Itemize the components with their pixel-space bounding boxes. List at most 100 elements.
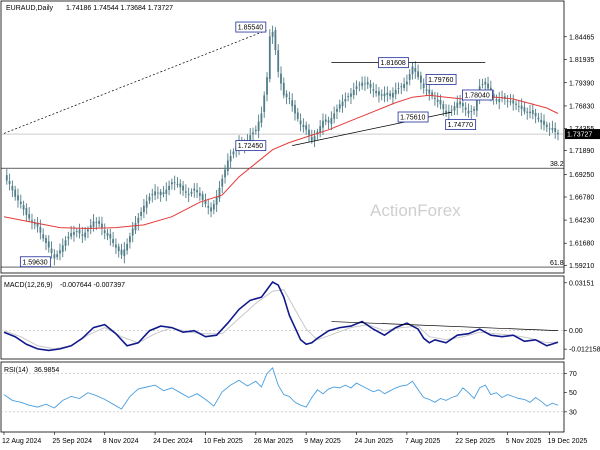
candle-body (78, 229, 81, 234)
annotation-box (425, 74, 457, 85)
candle-body (442, 104, 445, 109)
macd-signal-line (3, 289, 559, 350)
x-tick-label: 22 Sep 2025 (455, 438, 495, 445)
candle-body (406, 81, 408, 85)
macd-values: -0.007644 -0.007397 (60, 282, 125, 289)
candle-body (198, 192, 201, 196)
candle-body (389, 93, 392, 97)
candle-body (327, 120, 330, 123)
price-header: EURAUD,Daily 1.74186 1.74544 1.73684 1.7… (6, 5, 173, 12)
candle-body (45, 237, 47, 244)
candle-body (364, 83, 366, 85)
price-tick-label: 1.71890 (569, 148, 594, 155)
candle-body (419, 75, 422, 83)
candle-body (28, 214, 31, 219)
candle-body (517, 106, 520, 108)
candle-body (526, 111, 529, 113)
candle-body (126, 243, 129, 251)
annotation-label: 1.85540 (238, 25, 263, 32)
candle-body (226, 160, 229, 172)
candle-body (383, 93, 386, 97)
price-plot: 38.2 61.8 1.85540 1.59630 1.72450 1.81608 1.79… (1, 21, 564, 268)
candle-body (5, 175, 8, 181)
candle-body (515, 103, 517, 105)
candle-body (355, 86, 358, 89)
candle-body (151, 194, 154, 196)
x-tick-label: 7 Aug 2025 (405, 438, 441, 445)
candle-body (229, 156, 232, 162)
candle-body (534, 112, 537, 117)
candle-body (22, 205, 25, 210)
annotation-label: 1.72450 (238, 143, 263, 150)
candle-body (182, 185, 184, 191)
candle-body (112, 239, 115, 244)
candle-body (176, 184, 179, 186)
x-tick-label: 24 Jun 2025 (355, 438, 394, 445)
candle-body (115, 244, 117, 248)
candle-body (330, 117, 333, 125)
candle-body (545, 124, 548, 128)
candle-body (56, 254, 59, 258)
candle-body (263, 95, 266, 112)
macd-tick-label: 0.00 (569, 328, 583, 335)
candle-body (366, 81, 369, 85)
annotation-label: 1.74770 (448, 122, 473, 129)
candle-body (459, 101, 461, 105)
fib-label-1: 61.8 (550, 260, 564, 267)
candle-body (344, 98, 347, 102)
rsi-tick-label: 70 (569, 371, 577, 378)
candle-body (282, 82, 285, 96)
price-tick-label: 1.61680 (569, 241, 594, 248)
price-tick-label: 1.81935 (569, 57, 594, 64)
candle-body (336, 108, 338, 112)
candle-body (19, 201, 22, 205)
price-panel-frame (0, 0, 565, 274)
candle-body (475, 97, 478, 111)
candle-body (25, 207, 28, 215)
candle-body (129, 236, 131, 243)
candle-body (148, 196, 151, 201)
macd-plot (1, 280, 564, 352)
candle-body (422, 83, 425, 89)
macd-title: MACD(12,26,9) (4, 282, 53, 289)
candle-body (543, 120, 545, 125)
candle-body (540, 119, 543, 123)
candle-body (411, 66, 414, 75)
macd-trendline-0 (331, 321, 559, 332)
candle-body (87, 229, 89, 232)
rsi-header: RSI(14) 36.9854 (4, 367, 59, 374)
candle-body (61, 245, 64, 252)
candle-body (196, 190, 198, 193)
candle-body (95, 222, 98, 223)
candle-body (487, 83, 489, 89)
candle-body (408, 74, 411, 80)
macd-panel-frame (0, 275, 565, 360)
rsi-values: 36.9854 (34, 367, 59, 374)
candle-body (120, 249, 123, 255)
candle-body (254, 129, 257, 132)
candle-body (285, 93, 288, 98)
candle-body (64, 240, 67, 246)
price-tick-label: 1.66780 (569, 194, 594, 201)
candle-body (495, 99, 498, 101)
candle-body (134, 223, 137, 231)
candle-body (557, 132, 559, 135)
macd-tick-label: 0.03151 (569, 280, 594, 287)
price-tick-label: 1.79390 (569, 80, 594, 87)
candle-body (271, 31, 274, 37)
candle-body (190, 191, 193, 194)
candle-body (8, 180, 11, 185)
candle-body (319, 126, 322, 133)
candle-body (352, 89, 355, 96)
candle-body (445, 110, 447, 114)
candle-body (170, 182, 173, 185)
candle-body (369, 83, 372, 88)
candle-body (257, 121, 260, 132)
x-tick-label: 5 Nov 2025 (506, 438, 542, 445)
price-tick-label: 1.76830 (569, 103, 594, 110)
annotation-box (235, 21, 267, 33)
candle-body (361, 82, 364, 86)
symbol-label: EURAUD,Daily (6, 5, 54, 12)
candle-body (210, 207, 212, 212)
